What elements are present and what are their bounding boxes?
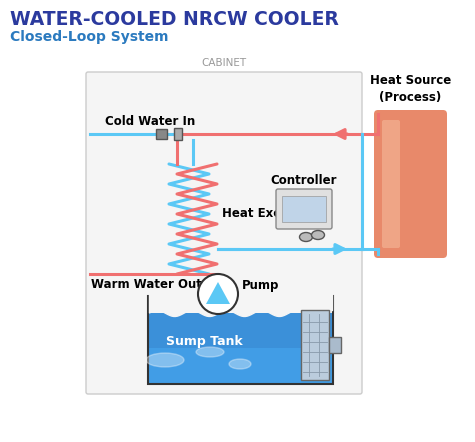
Text: WATER-COOLED NRCW COOLER: WATER-COOLED NRCW COOLER bbox=[10, 10, 339, 29]
Text: CABINET: CABINET bbox=[201, 58, 247, 68]
Bar bbox=[149, 348, 332, 383]
Text: Controller: Controller bbox=[271, 174, 337, 187]
Ellipse shape bbox=[300, 232, 313, 241]
Bar bbox=[329, 337, 341, 353]
Circle shape bbox=[198, 274, 238, 314]
Text: Closed-Loop System: Closed-Loop System bbox=[10, 30, 169, 44]
Bar bbox=[282, 196, 326, 222]
Text: Warm Water Out: Warm Water Out bbox=[91, 278, 202, 291]
Text: Pump: Pump bbox=[242, 279, 279, 293]
Bar bbox=[156, 129, 167, 139]
FancyBboxPatch shape bbox=[382, 120, 400, 248]
FancyBboxPatch shape bbox=[86, 72, 362, 394]
Text: Sump Tank: Sump Tank bbox=[166, 335, 243, 348]
Bar bbox=[149, 313, 332, 383]
Ellipse shape bbox=[312, 230, 324, 240]
Bar bbox=[174, 128, 182, 140]
Text: Cold Water In: Cold Water In bbox=[105, 115, 195, 128]
FancyBboxPatch shape bbox=[276, 189, 332, 229]
Ellipse shape bbox=[196, 347, 224, 357]
Bar bbox=[148, 296, 333, 384]
Text: Heat Source
(Process): Heat Source (Process) bbox=[370, 74, 451, 104]
Ellipse shape bbox=[229, 359, 251, 369]
Bar bbox=[301, 310, 329, 380]
Polygon shape bbox=[206, 282, 230, 304]
FancyBboxPatch shape bbox=[374, 110, 447, 258]
Ellipse shape bbox=[146, 353, 184, 367]
Text: Heat Exchanger: Heat Exchanger bbox=[222, 207, 327, 221]
